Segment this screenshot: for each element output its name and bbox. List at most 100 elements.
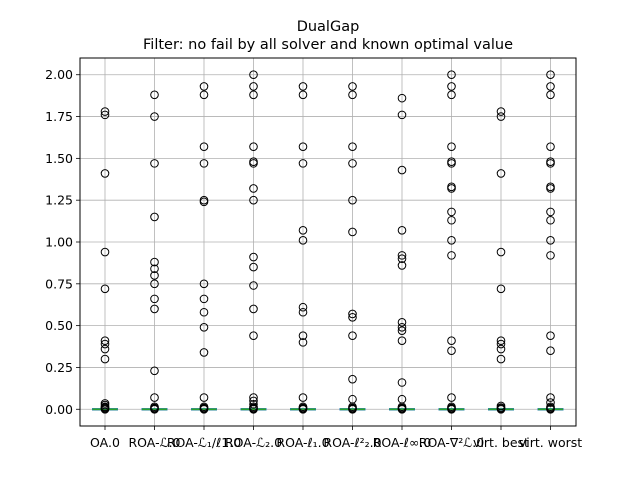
outlier-points [100,70,555,414]
grid-lines [80,58,576,426]
outlier-point [496,169,506,178]
outlier-point [249,252,258,262]
outlier-point [447,346,456,356]
outlier-point [249,82,258,91]
outlier-point [199,197,209,207]
outlier-point [249,159,258,168]
outlier-point [447,215,456,225]
outlier-point [546,90,555,100]
x-tick-label: ROA-ℓ₁.0 [276,435,329,450]
outlier-point [199,307,209,317]
outlier-point [397,404,407,414]
outlier-point [348,309,357,319]
outlier-point [397,225,407,235]
outlier-point [298,302,308,312]
outlier-point [546,398,555,407]
outlier-point [397,261,407,270]
outlier-point [546,184,555,193]
outlier-point [100,339,110,349]
outlier-point [249,184,258,193]
outlier-point [150,159,159,168]
outlier-point [447,207,456,217]
outlier-point [496,354,506,364]
outlier-point [348,142,357,151]
outlier-point [496,112,506,121]
outlier-point [397,336,407,345]
outlier-point [546,236,555,245]
y-tick-label: 0.75 [45,276,73,291]
outlier-point [298,404,308,414]
outlier-point [348,374,357,384]
outlier-point [546,82,555,91]
outlier-point [249,281,258,290]
x-tick-label: OA.0 [90,435,120,450]
outlier-point [199,323,209,332]
outlier-point [348,404,357,414]
outlier-point [546,251,555,260]
outlier-point [298,159,308,168]
chart-title: DualGap [297,19,360,35]
outlier-point [447,393,456,402]
outlier-point [397,326,407,335]
outlier-point [298,142,308,151]
outlier-point [249,142,258,151]
outlier-point [150,366,159,376]
outlier-point [150,294,159,304]
outlier-point [546,142,555,151]
outlier-point [199,159,209,168]
outlier-point [348,90,357,100]
x-axis-ticks: OA.0 ROA-ℒ.0ROA-ℒ₁/ℓ1.0ROA-ℒ₂.0ROA-ℓ₁.0RO… [90,426,582,450]
outlier-point [100,107,110,116]
outlier-point [150,90,159,100]
outlier-point [249,331,258,340]
outlier-point [447,90,456,100]
y-tick-label: 0.00 [45,402,73,417]
outlier-point [397,254,407,264]
outlier-point [100,247,110,257]
outlier-point [348,312,357,322]
outlier-point [298,338,308,347]
outlier-point [348,82,357,91]
x-tick-label: virt. worst [519,435,582,450]
outlier-point [150,257,159,267]
outlier-point [348,227,357,237]
outlier-point [447,184,456,193]
outlier-point [100,110,110,120]
outlier-point [546,346,555,356]
outlier-point [496,107,506,116]
outlier-point [249,70,258,80]
outlier-point [150,393,159,402]
outlier-point [199,90,209,100]
x-tick-label: ROA-ℓ∞.0 [373,435,432,450]
outlier-point [348,331,357,340]
outlier-point [546,70,555,80]
outlier-point [100,284,110,294]
outlier-point [298,225,308,235]
x-tick-label: ROA-ℒ₁/ℓ1.0 [167,435,241,450]
outlier-point [249,393,258,402]
outlier-point [496,247,506,257]
outlier-point [150,264,159,274]
outlier-point [447,404,456,414]
outlier-point [546,159,555,168]
outlier-point [348,159,357,168]
outlier-point [199,404,209,414]
outlier-point [447,336,456,345]
outlier-point [546,215,555,225]
outlier-point [397,165,407,175]
x-tick-label: ROA-ℓ²₂.0 [323,435,381,450]
outlier-point [397,93,407,103]
y-tick-label: 2.00 [45,67,73,82]
outlier-point [100,404,110,414]
outlier-point [447,70,456,80]
outlier-point [298,307,308,317]
outlier-point [100,354,110,364]
outlier-point [100,344,110,354]
outlier-point [298,331,308,340]
outlier-point [447,159,456,168]
outlier-point [199,393,209,402]
outlier-point [447,236,456,245]
outlier-point [447,82,456,91]
outlier-point [298,90,308,100]
